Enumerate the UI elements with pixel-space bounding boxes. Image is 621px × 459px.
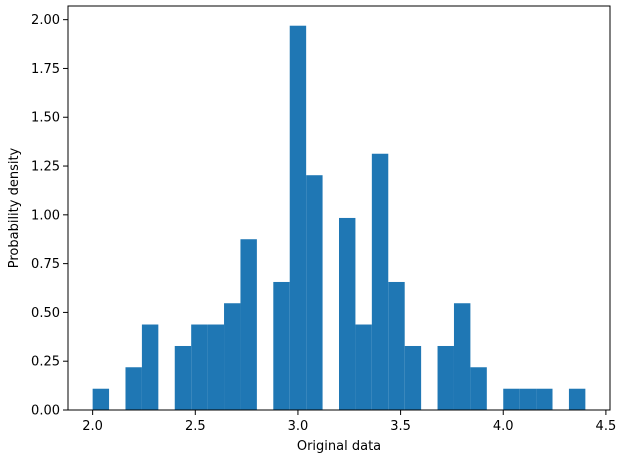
y-tick-label-2: 0.50 — [31, 306, 60, 321]
y-tick-label-8: 2.00 — [31, 13, 60, 28]
x-tick-label-5: 4.5 — [596, 419, 617, 434]
y-axis-ticks: 0.00 0.25 0.50 0.75 1.00 1.25 1.50 1.75 2.00 — [31, 13, 68, 419]
histogram-bar-11 — [273, 281, 290, 410]
histogram-bar-7 — [207, 324, 225, 410]
y-tick-label-1: 0.25 — [31, 355, 60, 370]
histogram-bar-8 — [224, 303, 241, 410]
x-tick-label-2: 3.0 — [288, 419, 309, 434]
histogram-bar-18 — [388, 281, 405, 410]
histogram-bar-2 — [125, 367, 142, 410]
histogram-bar-12 — [289, 25, 307, 411]
histogram-bars — [92, 25, 586, 411]
histogram-bar-27 — [536, 388, 553, 410]
x-axis-label: Original data — [297, 439, 381, 454]
histogram-bar-15 — [339, 217, 356, 410]
histogram-bar-19 — [404, 345, 422, 410]
y-tick-label-5: 1.25 — [31, 160, 60, 175]
x-tick-label-3: 3.5 — [390, 419, 411, 434]
histogram-bar-9 — [240, 239, 257, 410]
histogram-bar-26 — [519, 388, 537, 410]
histogram-bar-5 — [174, 345, 192, 410]
plot-frame — [67, 5, 611, 411]
histogram-bar-21 — [437, 345, 454, 410]
histogram-bar-25 — [503, 388, 520, 410]
x-tick-label-4: 4.0 — [493, 419, 514, 434]
histogram-bar-3 — [141, 324, 159, 410]
x-tick-label-1: 2.5 — [185, 419, 206, 434]
histogram-bar-17 — [371, 153, 389, 411]
y-tick-label-4: 1.00 — [31, 208, 60, 223]
histogram-bar-13 — [306, 175, 323, 410]
x-axis-ticks: 2.0 2.5 3.0 3.5 4.0 4.5 — [82, 410, 616, 434]
y-tick-label-6: 1.50 — [31, 111, 60, 126]
histogram-bar-6 — [191, 324, 208, 410]
histogram-bar-22 — [453, 303, 471, 410]
y-tick-label-7: 1.75 — [31, 62, 60, 77]
histogram-bar-29 — [568, 388, 586, 410]
histogram-bar-16 — [355, 324, 372, 410]
histogram-bar-0 — [92, 388, 110, 410]
y-axis-label: Probability density — [7, 147, 22, 268]
y-tick-label-3: 0.75 — [31, 257, 60, 272]
histogram-bar-23 — [470, 367, 487, 410]
y-tick-label-0: 0.00 — [31, 404, 60, 419]
x-tick-label-0: 2.0 — [82, 419, 103, 434]
